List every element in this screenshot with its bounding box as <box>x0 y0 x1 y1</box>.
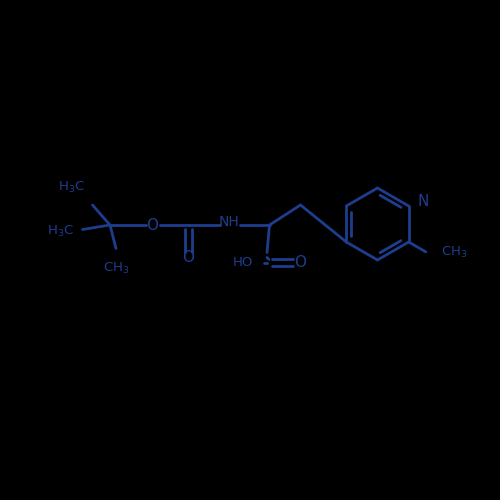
Text: O: O <box>182 250 194 265</box>
Text: N: N <box>418 194 429 210</box>
Text: NH: NH <box>218 215 239 229</box>
Text: H$_3$C: H$_3$C <box>47 224 74 238</box>
Text: CH$_3$: CH$_3$ <box>103 261 129 276</box>
Text: CH$_3$: CH$_3$ <box>441 246 468 260</box>
Text: O: O <box>294 255 306 270</box>
Text: H$_3$C: H$_3$C <box>58 180 85 195</box>
Text: O: O <box>146 218 158 232</box>
Text: HO: HO <box>232 256 253 269</box>
